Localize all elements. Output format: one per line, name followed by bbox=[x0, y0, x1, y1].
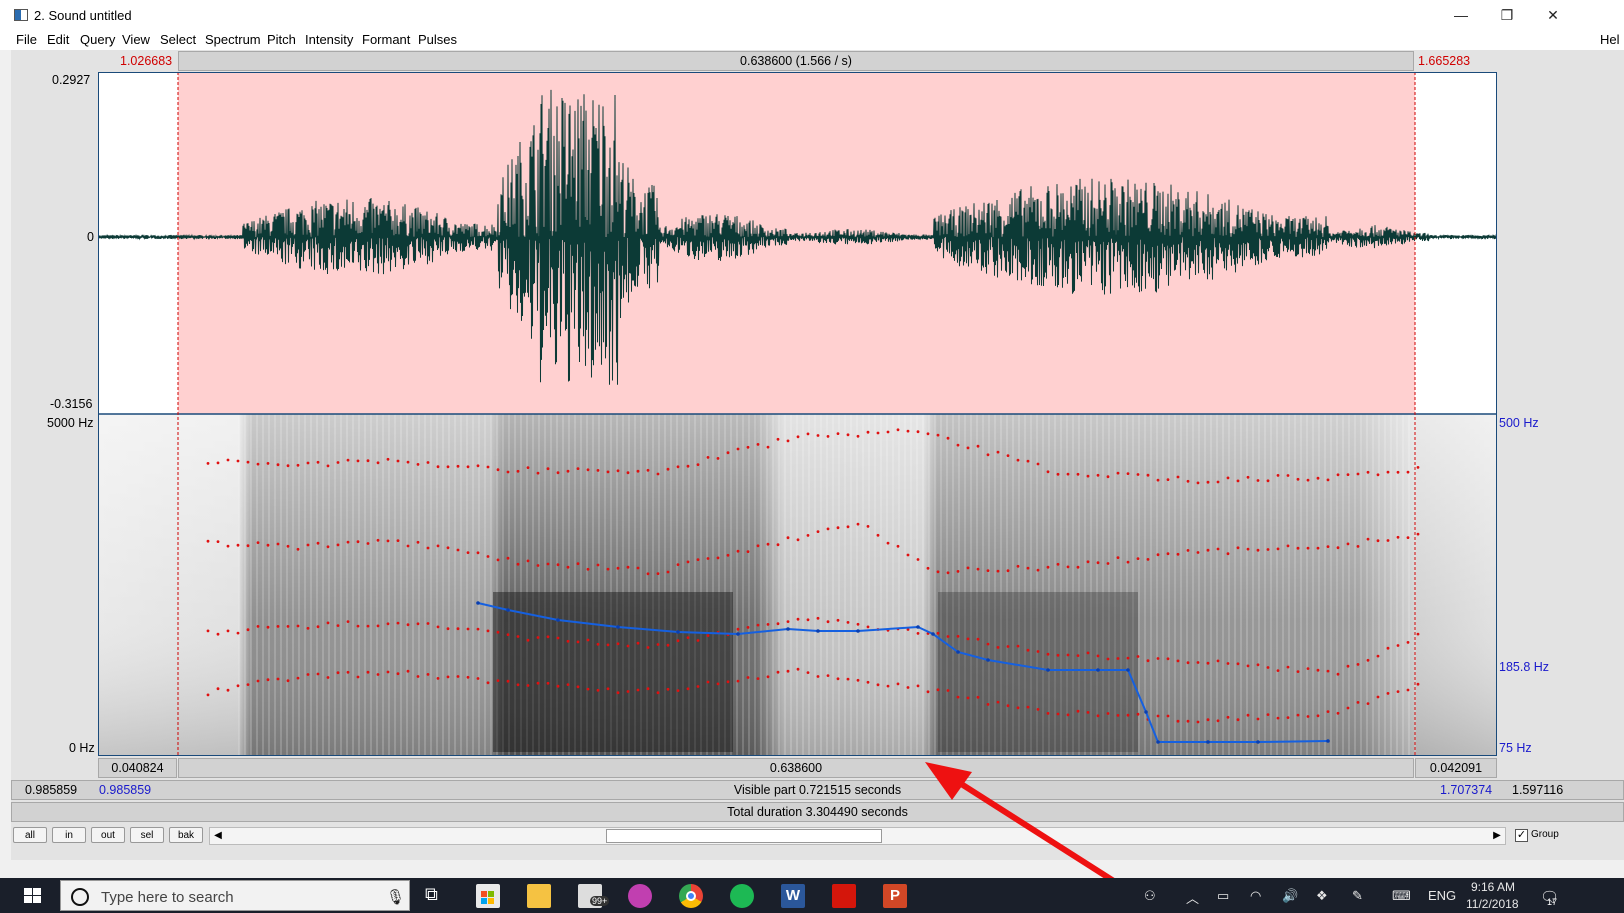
zoom-all-button[interactable]: all bbox=[13, 827, 47, 843]
scrollbar-thumb[interactable] bbox=[606, 829, 882, 843]
waveform-trace bbox=[98, 89, 1497, 385]
horizontal-scrollbar[interactable]: ◀ ▶ bbox=[209, 827, 1506, 845]
minimize-button[interactable]: — bbox=[1454, 7, 1468, 23]
pitch-cursor-label: 185.8 Hz bbox=[1499, 660, 1550, 674]
menu-edit[interactable]: Edit bbox=[47, 32, 70, 47]
selection-start-time: 1.026683 bbox=[120, 54, 173, 68]
window-start-time: 0.985859 bbox=[25, 783, 78, 797]
menu-bar: File Edit Query View Select Spectrum Pit… bbox=[0, 30, 1624, 50]
praat-window-icon bbox=[14, 9, 28, 21]
annotation-arrow-icon bbox=[925, 762, 1118, 880]
visible-start-time: 0.985859 bbox=[99, 783, 152, 797]
selection-duration-label: 0.638600 (1.566 / s) bbox=[740, 54, 852, 68]
visible-end-time: 1.707374 bbox=[1440, 783, 1493, 797]
group-checkbox[interactable]: ✓ bbox=[1515, 829, 1528, 842]
keyboard-icon[interactable]: ⌨ bbox=[1392, 888, 1411, 903]
search-placeholder: Type here to search bbox=[101, 889, 234, 906]
scroll-left-arrow-icon[interactable]: ◀ bbox=[214, 830, 222, 841]
window-title: 2. Sound untitled bbox=[34, 8, 132, 23]
menu-pulses[interactable]: Pulses bbox=[418, 32, 458, 47]
language-indicator[interactable]: ENG bbox=[1428, 888, 1457, 903]
menu-query[interactable]: Query bbox=[80, 32, 116, 47]
menu-view[interactable]: View bbox=[122, 32, 150, 47]
cortana-circle-icon bbox=[71, 888, 89, 906]
menu-intensity[interactable]: Intensity bbox=[305, 32, 354, 47]
action-center-icon[interactable]: 🗨 bbox=[1540, 889, 1560, 906]
zoom-selection-button[interactable]: sel bbox=[130, 827, 164, 843]
waveform-min-label: -0.3156 bbox=[50, 397, 93, 411]
battery-icon[interactable]: ▭ bbox=[1217, 888, 1230, 903]
pitch-floor-label: 75 Hz bbox=[1499, 741, 1532, 755]
people-icon[interactable]: ⚇ bbox=[1144, 888, 1156, 903]
task-view-icon[interactable]: ⧉ bbox=[425, 884, 438, 904]
mail-badge: 99+ bbox=[590, 896, 610, 906]
right-segment-bar[interactable]: 0.042091 bbox=[1415, 758, 1497, 778]
total-duration-label: Total duration 3.304490 seconds bbox=[727, 805, 908, 819]
formant-dots bbox=[206, 428, 1420, 724]
total-duration-bar[interactable]: Total duration 3.304490 seconds bbox=[11, 802, 1624, 822]
selection-duration-bar[interactable]: 0.638600 (1.566 / s) bbox=[178, 51, 1414, 71]
title-bar: 2. Sound untitled — ❐ ✕ bbox=[0, 0, 1624, 30]
mail-icon[interactable]: 99+ bbox=[578, 884, 610, 908]
right-segment-label: 0.042091 bbox=[1429, 761, 1483, 775]
visible-part-label: Visible part 0.721515 seconds bbox=[733, 783, 902, 797]
spotify-icon[interactable] bbox=[730, 884, 754, 908]
clock-time[interactable]: 9:16 AM bbox=[1471, 880, 1516, 894]
scroll-right-arrow-icon[interactable]: ▶ bbox=[1493, 830, 1501, 841]
spectrogram-min-freq-label: 0 Hz bbox=[69, 741, 95, 755]
menu-formant[interactable]: Formant bbox=[362, 32, 411, 47]
wifi-icon[interactable]: ◠ bbox=[1250, 888, 1262, 903]
spectrogram-striations bbox=[238, 414, 1418, 756]
pitch-points bbox=[476, 601, 1330, 744]
store-icon[interactable] bbox=[476, 884, 500, 908]
group-label: Group bbox=[1531, 829, 1559, 840]
waveform-zero-label: 0 bbox=[87, 230, 94, 244]
menu-select[interactable]: Select bbox=[160, 32, 197, 47]
chrome-icon[interactable] bbox=[679, 884, 703, 908]
menu-pitch[interactable]: Pitch bbox=[267, 32, 296, 47]
menu-file[interactable]: File bbox=[16, 32, 37, 47]
window-end-time: 1.597116 bbox=[1512, 783, 1564, 797]
selection-segment-label: 0.638600 bbox=[769, 761, 823, 775]
dropbox-icon[interactable]: ❖ bbox=[1316, 888, 1328, 903]
taskbar-search-box[interactable]: Type here to search 🎙 bbox=[60, 880, 410, 911]
acrobat-icon[interactable] bbox=[832, 884, 856, 908]
maximize-button[interactable]: ❐ bbox=[1500, 7, 1514, 23]
windows-start-icon[interactable] bbox=[24, 888, 42, 904]
praat-app-icon[interactable] bbox=[628, 884, 652, 908]
left-segment-bar[interactable]: 0.040824 bbox=[98, 758, 177, 778]
selection-segment-bar[interactable]: 0.638600 bbox=[178, 758, 1414, 778]
zoom-in-button[interactable]: in bbox=[52, 827, 86, 843]
volume-icon[interactable]: 🔊 bbox=[1282, 888, 1299, 903]
word-icon[interactable]: W bbox=[781, 884, 805, 908]
powerpoint-icon[interactable]: P bbox=[883, 884, 907, 908]
signal-display[interactable] bbox=[98, 72, 1497, 756]
selection-end-time: 1.665283 bbox=[1418, 54, 1471, 68]
pen-icon[interactable]: ✎ bbox=[1352, 888, 1363, 903]
spectrogram-dark-region-2 bbox=[938, 592, 1138, 752]
clock-date[interactable]: 11/2/2018 bbox=[1466, 897, 1519, 911]
zoom-button-row: all in out sel bak bbox=[11, 827, 1624, 845]
file-explorer-icon[interactable] bbox=[527, 884, 551, 908]
left-segment-label: 0.040824 bbox=[111, 761, 164, 775]
show-hidden-icons-chevron-icon[interactable]: ︿ bbox=[1186, 891, 1200, 906]
windows-taskbar: Type here to search 🎙 ⧉ 99+ W P ⚇ ︿ ▭ ◠ … bbox=[0, 878, 1624, 913]
waveform-max-label: 0.2927 bbox=[52, 73, 91, 87]
spectrogram-dark-region-1 bbox=[493, 592, 733, 752]
zoom-out-button[interactable]: out bbox=[91, 827, 125, 843]
close-button[interactable]: ✕ bbox=[1547, 7, 1559, 23]
pitch-ceiling-label: 500 Hz bbox=[1499, 416, 1539, 430]
microphone-icon[interactable]: 🎙 bbox=[386, 889, 406, 906]
signal-frame bbox=[98, 72, 1497, 756]
spectrogram-max-freq-label: 5000 Hz bbox=[47, 416, 94, 430]
menu-help[interactable]: Hel bbox=[1600, 32, 1620, 47]
menu-spectrum[interactable]: Spectrum bbox=[205, 32, 261, 47]
zoom-back-button[interactable]: bak bbox=[169, 827, 203, 843]
notification-badge: 17 bbox=[1547, 897, 1558, 907]
visible-part-bar[interactable]: Visible part 0.721515 seconds bbox=[11, 780, 1624, 800]
